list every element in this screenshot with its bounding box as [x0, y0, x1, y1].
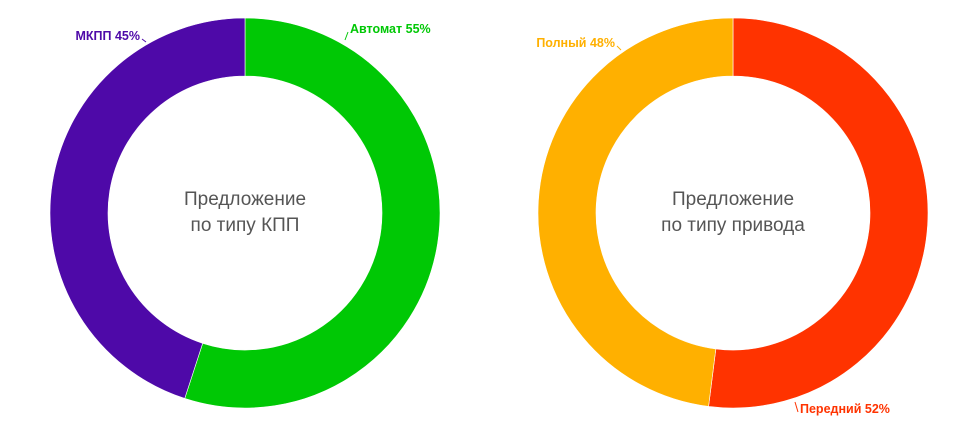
leader-line — [141, 38, 147, 43]
donut-slice — [184, 17, 441, 409]
slice-value: 52% — [865, 402, 890, 416]
center-title: Предложение — [672, 189, 794, 210]
slice-category: Передний — [800, 402, 861, 416]
donut-slice — [537, 17, 734, 407]
slice-category: МКПП — [75, 29, 111, 43]
slice-label: Передний 52% — [800, 402, 890, 416]
center-title: по типу КПП — [191, 215, 300, 236]
slice-value: 48% — [590, 36, 615, 50]
slice-category: Полный — [536, 36, 586, 50]
slice-label: Автомат 55% — [350, 22, 431, 36]
center-title: Предложение — [184, 189, 306, 210]
slice-value: 55% — [406, 22, 431, 36]
donut-slice — [49, 17, 246, 399]
slice-category: Автомат — [350, 22, 402, 36]
slice-label: Полный 48% — [536, 36, 615, 50]
slice-value: 45% — [115, 29, 140, 43]
leader-line — [344, 31, 349, 41]
slice-label: МКПП 45% — [75, 29, 140, 43]
leader-line — [794, 401, 799, 413]
center-title: по типу привода — [661, 215, 805, 236]
leader-line — [616, 45, 622, 51]
donut-slice — [708, 17, 929, 409]
